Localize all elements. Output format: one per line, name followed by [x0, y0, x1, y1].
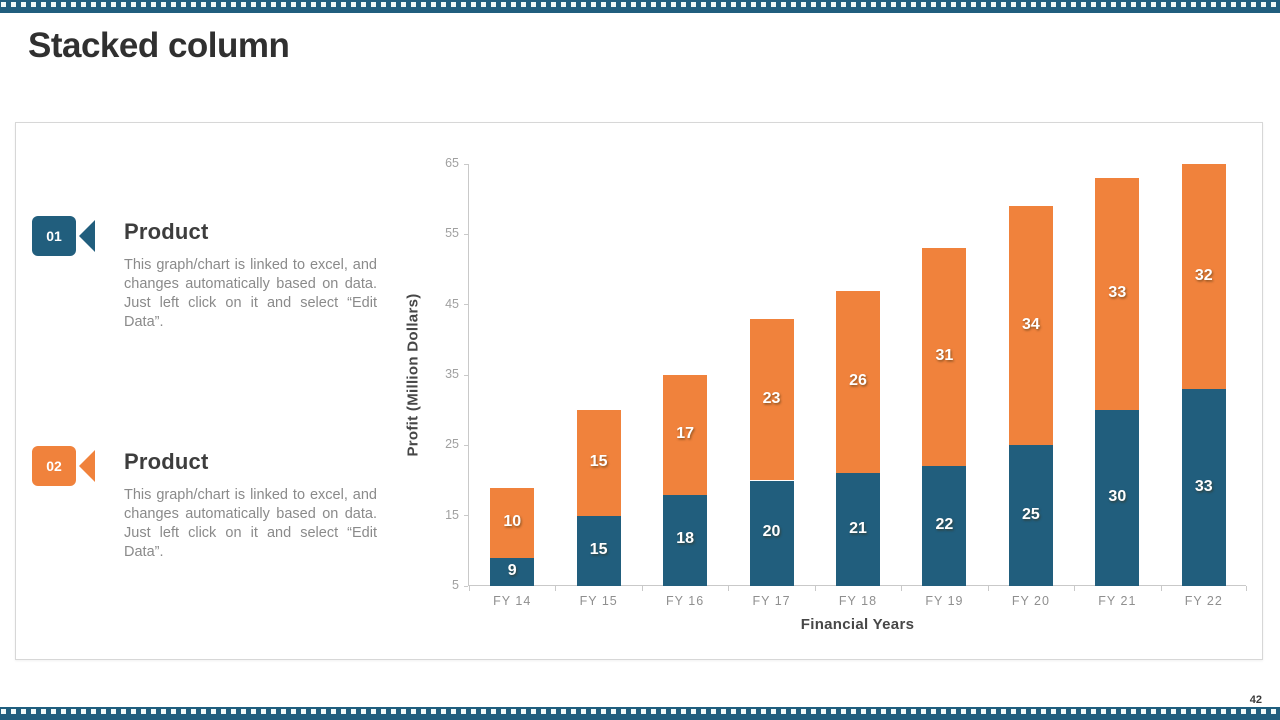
x-axis-title: Financial Years [800, 616, 915, 633]
data-label-blue: 15 [589, 540, 608, 558]
y-axis-tick [464, 163, 468, 165]
bar-segment-orange[interactable] [749, 318, 794, 481]
bar-segment-orange[interactable] [922, 248, 967, 467]
bar-segment-orange[interactable] [836, 290, 880, 474]
x-axis-tick-label: FY 17 [752, 594, 791, 608]
y-axis-tick-label: 55 [445, 226, 459, 241]
data-label-orange: 31 [935, 347, 954, 365]
bar-segment-blue[interactable] [490, 557, 535, 586]
bottom-decorative-band [0, 707, 1280, 720]
content-box: 01 Product This graph/chart is linked to… [15, 122, 1263, 660]
product-heading: Product [124, 449, 209, 474]
bar-segment-orange[interactable] [1095, 178, 1140, 411]
y-axis-tick [464, 585, 468, 587]
x-axis-tick-label: FY 16 [666, 594, 705, 608]
bar-segment-blue[interactable] [1181, 389, 1226, 586]
bar-segment-blue[interactable] [1008, 445, 1053, 586]
data-label-orange: 10 [503, 512, 522, 530]
page-number: 42 [1249, 694, 1262, 706]
bar-segment-orange[interactable] [663, 375, 708, 495]
x-axis-tick-label: FY 20 [1011, 594, 1050, 608]
bar-segment-orange[interactable] [490, 487, 535, 558]
x-axis-tick-label: FY 14 [493, 594, 532, 608]
product-description: This graph/chart is linked to excel, and… [124, 487, 377, 560]
y-axis-tick-label: 25 [445, 437, 459, 452]
bar-segment-blue[interactable] [576, 515, 621, 586]
y-axis-tick-label: 35 [445, 367, 459, 381]
data-label-orange: 34 [1021, 315, 1040, 333]
data-label-blue: 30 [1108, 488, 1127, 506]
data-label-blue: 18 [676, 530, 694, 548]
bar-segment-orange[interactable] [1181, 164, 1226, 390]
y-axis-tick-label: 5 [452, 578, 459, 592]
y-axis-tick [464, 444, 468, 446]
left-arrow-icon [79, 220, 95, 252]
y-axis-title: Profit (Million Dollars) [404, 292, 422, 457]
data-label-blue: 22 [935, 516, 954, 534]
data-label-orange: 23 [762, 389, 781, 407]
x-axis-tick [901, 586, 903, 591]
x-axis-tick-label: FY 21 [1098, 594, 1137, 608]
x-axis-tick [1074, 586, 1076, 591]
number-badge-01: 01 [32, 216, 76, 256]
x-axis-tick-label: FY 22 [1184, 594, 1223, 608]
bar-segment-blue[interactable] [836, 473, 880, 586]
bar-segment-blue[interactable] [749, 480, 794, 586]
data-label-orange: 17 [676, 424, 694, 442]
x-axis-tick-label: FY 18 [838, 594, 878, 608]
product-heading: Product [124, 219, 209, 244]
page-title: Stacked column [28, 26, 290, 65]
number-badge-02: 02 [32, 446, 76, 486]
data-label-blue: 21 [849, 519, 867, 537]
data-label-blue: 25 [1021, 505, 1040, 523]
bar-segment-blue[interactable] [1095, 410, 1140, 586]
data-label-blue: 33 [1194, 477, 1213, 495]
x-axis-tick-label: FY 19 [925, 594, 964, 608]
y-axis-tick [464, 233, 468, 235]
bar-segment-orange[interactable] [576, 410, 621, 516]
top-decorative-band [0, 0, 1280, 13]
x-axis-tick [469, 586, 470, 591]
x-axis-tick [555, 586, 557, 591]
data-label-orange: 15 [589, 452, 608, 470]
product-description: This graph/chart is linked to excel, and… [124, 257, 377, 330]
x-axis-tick [814, 586, 816, 591]
left-arrow-icon [79, 450, 95, 482]
x-axis-tick [1160, 586, 1162, 591]
x-axis-tick [1246, 586, 1247, 591]
x-axis-tick [641, 586, 643, 591]
bar-segment-blue[interactable] [663, 494, 708, 586]
data-label-blue: 9 [507, 561, 517, 579]
y-axis-tick [464, 374, 468, 376]
x-axis-tick [728, 586, 730, 591]
bar-segment-orange[interactable] [1008, 206, 1053, 446]
y-axis-tick [464, 304, 468, 306]
data-label-orange: 33 [1108, 284, 1127, 302]
data-label-orange: 32 [1194, 266, 1213, 284]
y-axis-tick-label: 15 [445, 507, 459, 522]
bar-segment-blue[interactable] [922, 466, 967, 586]
data-label-blue: 20 [762, 523, 781, 541]
y-axis-tick-label: 65 [445, 156, 459, 170]
y-axis-tick-label: 45 [445, 296, 459, 311]
stacked-column-chart[interactable]: Profit (Million Dollars) 5 15 25 35 45 55 65 FY… [405, 156, 1247, 633]
x-axis-tick [987, 586, 989, 591]
x-axis-tick-label: FY 15 [579, 594, 618, 608]
data-label-orange: 26 [849, 372, 867, 390]
y-axis-tick [464, 515, 468, 517]
